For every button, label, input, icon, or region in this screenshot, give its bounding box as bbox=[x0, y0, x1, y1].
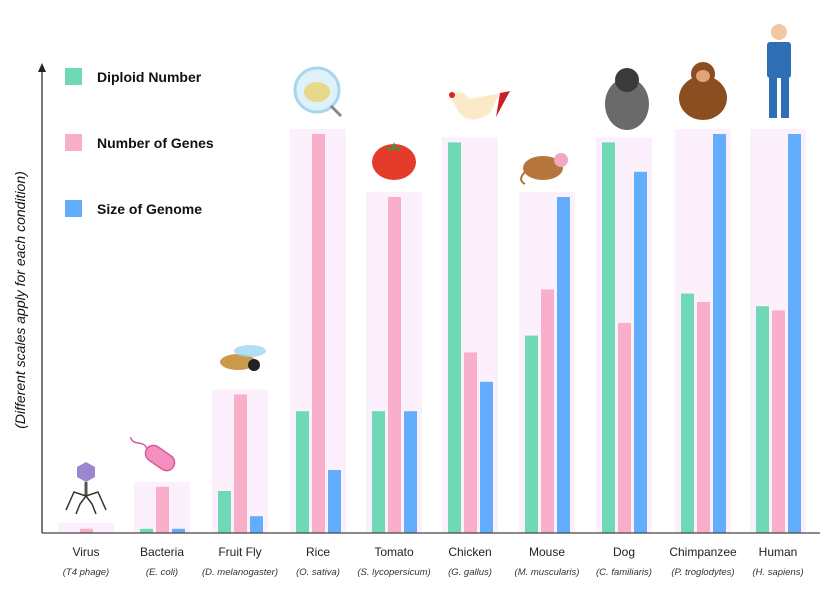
x-tick-label: Chicken bbox=[448, 545, 491, 559]
x-tick-scientific-name: (T4 phage) bbox=[63, 567, 109, 578]
bar-diploid-number bbox=[756, 306, 769, 533]
chimpanzee-icon bbox=[679, 62, 727, 120]
bar-diploid-number bbox=[140, 528, 153, 533]
x-tick-label: Virus bbox=[72, 545, 99, 559]
bar-number-of-genes bbox=[697, 302, 710, 533]
x-tick-scientific-name: (M. muscularis) bbox=[515, 567, 580, 578]
bar-diploid-number bbox=[602, 142, 615, 533]
human-icon bbox=[767, 24, 791, 118]
bar-diploid-number bbox=[372, 411, 385, 533]
bacteria-icon bbox=[129, 437, 176, 472]
bar-size-of-genome bbox=[172, 528, 185, 533]
legend-swatch bbox=[65, 200, 82, 217]
bar-diploid-number bbox=[681, 293, 694, 533]
rice-icon bbox=[293, 66, 343, 118]
x-tick-scientific-name: (S. lycopersicum) bbox=[357, 567, 430, 578]
x-tick-label: Chimpanzee bbox=[669, 545, 737, 559]
fruit-fly-icon bbox=[220, 345, 266, 371]
legend-swatch bbox=[65, 134, 82, 151]
bar-number-of-genes bbox=[541, 289, 554, 533]
legend-label: Diploid Number bbox=[97, 69, 202, 85]
bar-size-of-genome bbox=[250, 516, 263, 533]
bar-size-of-genome bbox=[557, 197, 570, 533]
x-tick-scientific-name: (D. melanogaster) bbox=[202, 567, 278, 578]
x-tick-scientific-name: (G. gallus) bbox=[448, 567, 492, 578]
bar-number-of-genes bbox=[464, 352, 477, 533]
bar-number-of-genes bbox=[80, 528, 93, 533]
x-tick-label: Dog bbox=[613, 545, 635, 559]
bar-size-of-genome bbox=[788, 134, 801, 533]
bar-number-of-genes bbox=[312, 134, 325, 533]
x-tick-scientific-name: (C. familiaris) bbox=[596, 567, 652, 578]
x-tick-scientific-name: (O. sativa) bbox=[296, 567, 340, 578]
mouse-icon bbox=[520, 153, 568, 185]
bar-size-of-genome bbox=[328, 470, 341, 533]
x-tick-scientific-name: (P. troglodytes) bbox=[671, 567, 734, 578]
legend-label: Size of Genome bbox=[97, 201, 202, 217]
x-tick-label: Rice bbox=[306, 545, 330, 559]
x-tick-label: Mouse bbox=[529, 545, 565, 559]
bar-number-of-genes bbox=[234, 394, 247, 533]
x-tick-scientific-name: (E. coli) bbox=[146, 567, 178, 578]
category-panel bbox=[58, 523, 114, 533]
x-tick-label: Human bbox=[759, 545, 798, 559]
virus-icon bbox=[65, 462, 107, 515]
bar-diploid-number bbox=[296, 411, 309, 533]
bar-size-of-genome bbox=[634, 171, 647, 534]
x-tick-label: Bacteria bbox=[140, 545, 184, 559]
bar-diploid-number bbox=[218, 491, 231, 533]
legend-label: Number of Genes bbox=[97, 135, 214, 151]
bar-number-of-genes bbox=[388, 197, 401, 533]
chicken-icon bbox=[449, 91, 510, 120]
bar-size-of-genome bbox=[480, 381, 493, 533]
bar-size-of-genome bbox=[713, 134, 726, 533]
bar-number-of-genes bbox=[156, 486, 169, 533]
bar-diploid-number bbox=[448, 142, 461, 533]
bar-diploid-number bbox=[525, 335, 538, 533]
y-axis-label: (Different scales apply for each conditi… bbox=[12, 171, 28, 429]
x-tick-label: Tomato bbox=[374, 545, 414, 559]
bar-number-of-genes bbox=[618, 323, 631, 533]
x-tick-label: Fruit Fly bbox=[218, 545, 261, 559]
x-tick-scientific-name: (H. sapiens) bbox=[752, 567, 803, 578]
bar-size-of-genome bbox=[404, 411, 417, 533]
tomato-icon bbox=[372, 142, 416, 180]
y-axis-arrow-icon bbox=[38, 63, 46, 72]
legend-swatch bbox=[65, 68, 82, 85]
dog-icon bbox=[605, 68, 649, 130]
bar-number-of-genes bbox=[772, 310, 785, 533]
